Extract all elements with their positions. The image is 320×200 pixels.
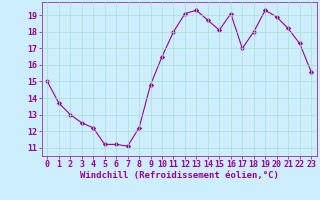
X-axis label: Windchill (Refroidissement éolien,°C): Windchill (Refroidissement éolien,°C) <box>80 171 279 180</box>
